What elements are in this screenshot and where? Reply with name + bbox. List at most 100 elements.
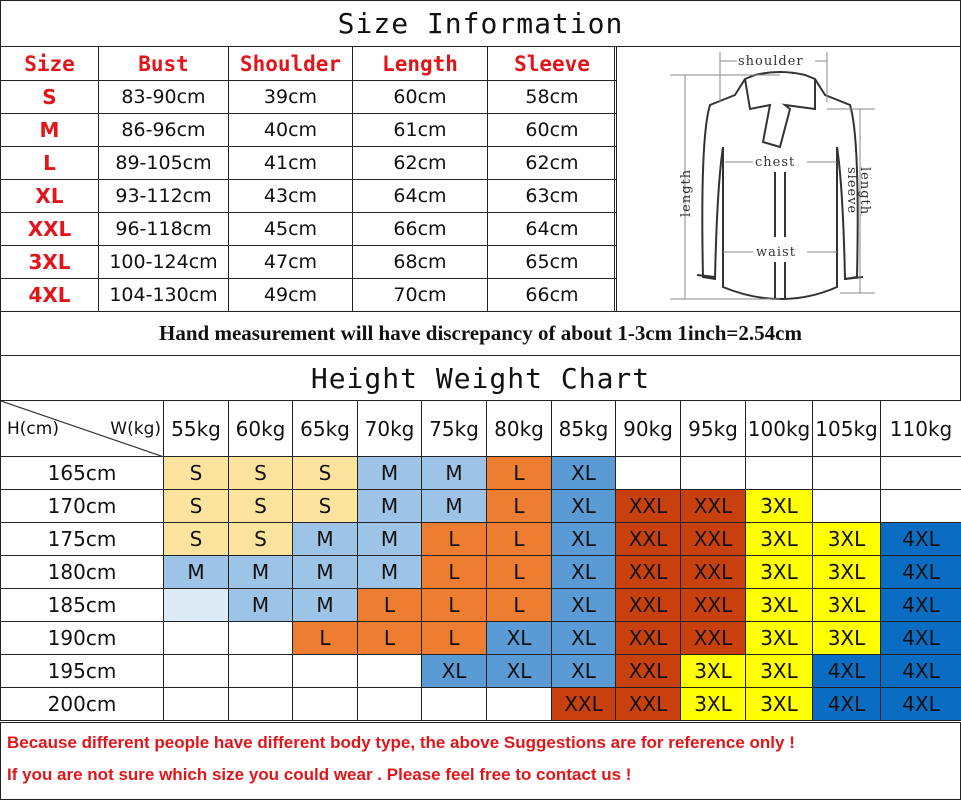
size-cell: M <box>292 588 358 622</box>
size-cell: 3XL <box>745 489 813 523</box>
weight-header: 110kg <box>880 400 961 457</box>
size-cell <box>228 654 293 688</box>
size-cell: L <box>357 621 422 655</box>
weight-header: 85kg <box>551 400 616 457</box>
size-information-title: Size Information <box>0 0 961 47</box>
height-label: 200cm <box>0 687 164 721</box>
size-cell: 3XL <box>745 522 813 556</box>
height-label: 175cm <box>0 522 164 556</box>
table-row: 180cm M M M M L L XL XXL XXL 3XL 3XL 4XL <box>0 555 961 589</box>
size-cell: S <box>163 522 229 556</box>
size-cell: XL <box>551 654 616 688</box>
height-weight-table: H(cm) W(kg) 55kg 60kg 65kg 70kg 75kg 80kg 85kg 90… <box>0 400 961 721</box>
size-cell: L <box>486 456 552 490</box>
footer-line-1: Because different people have different … <box>7 733 795 752</box>
size-cell: XXL <box>615 621 681 655</box>
size-cell: L <box>292 621 358 655</box>
size-cell <box>745 456 813 490</box>
size-cell: L <box>421 621 487 655</box>
table-row: L 89-105cm 41cm 62cm 62cm <box>0 146 617 180</box>
length-label: length <box>679 169 694 217</box>
size-cell <box>357 687 422 721</box>
size-cell: M <box>357 456 422 490</box>
measurement-cell: 43cm <box>228 179 353 213</box>
measurement-cell: 58cm <box>487 80 617 114</box>
height-weight-chart-title: Height Weight Chart <box>0 355 961 401</box>
measurement-cell: 83-90cm <box>98 80 229 114</box>
weight-header: 55kg <box>163 400 229 457</box>
height-label: 190cm <box>0 621 164 655</box>
size-cell: 3XL <box>812 522 881 556</box>
sleeve-label: sleeve <box>844 167 859 214</box>
size-cell <box>812 456 881 490</box>
weight-header: 80kg <box>486 400 552 457</box>
size-cell <box>163 654 229 688</box>
size-cell: XXL <box>615 588 681 622</box>
size-cell <box>228 621 293 655</box>
size-cell: M <box>163 555 229 589</box>
size-cell: L <box>486 489 552 523</box>
size-cell <box>812 489 881 523</box>
table-row: 195cm XL XL XL XXL 3XL 3XL 4XL 4XL <box>0 654 961 688</box>
size-cell: XXL <box>615 654 681 688</box>
table-row: 3XL 100-124cm 47cm 68cm 65cm <box>0 245 617 279</box>
size-cell: L <box>486 522 552 556</box>
size-label: 4XL <box>0 278 99 312</box>
measurement-cell: 45cm <box>228 212 353 246</box>
waist-label: waist <box>756 245 796 260</box>
header-cell: Size <box>0 46 99 81</box>
measurement-cell: 49cm <box>228 278 353 312</box>
header-cell: Shoulder <box>228 46 353 81</box>
size-cell: S <box>292 456 358 490</box>
size-cell: 4XL <box>812 687 881 721</box>
size-cell: XL <box>551 555 616 589</box>
table-row: 165cm S S S M M L XL <box>0 456 961 490</box>
size-cell: L <box>421 555 487 589</box>
hw-header-row: H(cm) W(kg) 55kg 60kg 65kg 70kg 75kg 80kg 85kg 90… <box>0 400 961 457</box>
shirt-diagram: shoulder chest waist length sleeve lengt… <box>614 46 961 312</box>
size-cell: XL <box>421 654 487 688</box>
size-cell: 4XL <box>880 522 961 556</box>
measurement-cell: 68cm <box>352 245 488 279</box>
height-label: 170cm <box>0 489 164 523</box>
size-cell: M <box>421 489 487 523</box>
size-cell: XL <box>551 522 616 556</box>
size-cell <box>163 687 229 721</box>
measurement-cell: 60cm <box>352 80 488 114</box>
size-cell: XXL <box>680 522 746 556</box>
size-cell: 4XL <box>880 588 961 622</box>
size-cell <box>880 489 961 523</box>
size-cell: L <box>421 522 487 556</box>
size-cell: 3XL <box>745 687 813 721</box>
weight-header: 70kg <box>357 400 422 457</box>
header-cell: Bust <box>98 46 229 81</box>
shoulder-label: shoulder <box>738 54 804 69</box>
size-cell: M <box>357 555 422 589</box>
measurement-cell: 60cm <box>487 113 617 147</box>
size-cell: M <box>357 522 422 556</box>
table-row: M 86-96cm 40cm 61cm 60cm <box>0 113 617 147</box>
table-row: S 83-90cm 39cm 60cm 58cm <box>0 80 617 114</box>
measurement-cell: 70cm <box>352 278 488 312</box>
measurement-cell: 89-105cm <box>98 146 229 180</box>
size-cell: 3XL <box>745 621 813 655</box>
size-cell: 3XL <box>745 555 813 589</box>
size-cell: S <box>292 489 358 523</box>
size-cell: 4XL <box>880 654 961 688</box>
size-cell: 3XL <box>745 654 813 688</box>
size-table: Size Bust Shoulder Length Sleeve S 83-90cm 39cm… <box>0 46 617 312</box>
size-cell: XL <box>551 621 616 655</box>
footer-line-2: If you are not sure which size you could… <box>7 765 632 784</box>
size-cell: S <box>163 489 229 523</box>
size-cell: 3XL <box>680 654 746 688</box>
table-row: 170cm S S S M M L XL XXL XXL 3XL <box>0 489 961 523</box>
size-cell <box>615 456 681 490</box>
size-cell: S <box>228 489 293 523</box>
size-cell: S <box>163 456 229 490</box>
size-cell: XL <box>551 489 616 523</box>
size-cell: 4XL <box>880 687 961 721</box>
size-cell: L <box>486 588 552 622</box>
size-cell: XL <box>551 456 616 490</box>
size-cell: L <box>357 588 422 622</box>
weight-header: 75kg <box>421 400 487 457</box>
